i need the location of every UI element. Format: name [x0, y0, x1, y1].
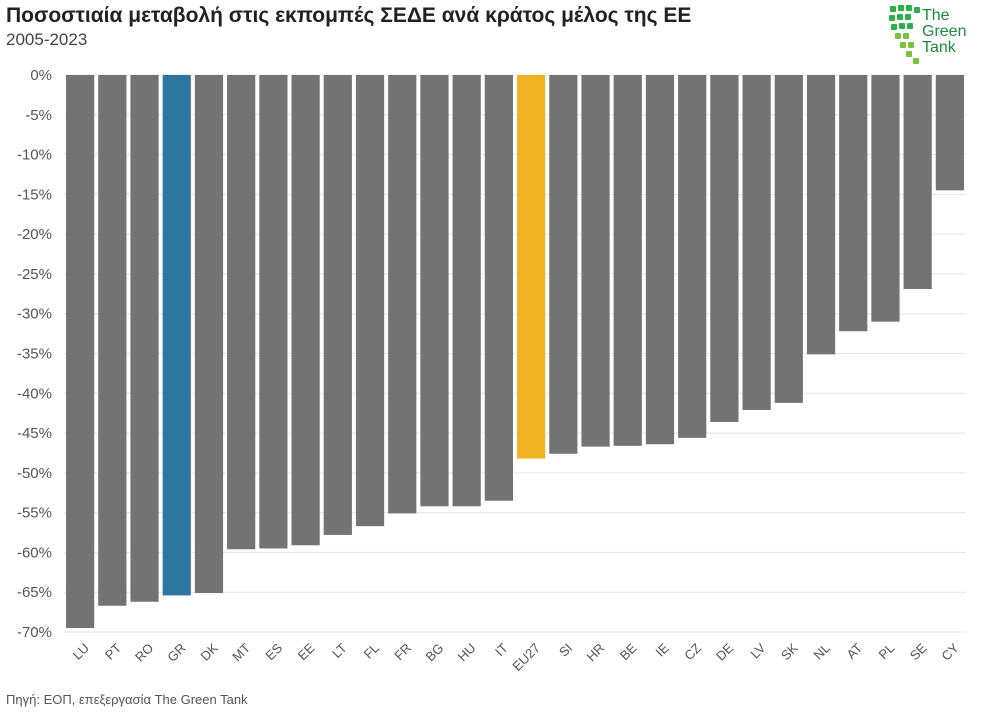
logo-wordmark: The Green Tank — [922, 8, 966, 56]
bar-ie — [645, 75, 675, 445]
y-tick-label: -55% — [17, 505, 52, 522]
x-tick-label-dk: DK — [197, 640, 221, 664]
bar-at — [839, 75, 868, 332]
x-tick-label-mt: MT — [229, 640, 253, 664]
x-tick-label-pl: PL — [876, 640, 898, 662]
x-tick-label-eu27: EU27 — [509, 640, 543, 674]
y-tick-label: -40% — [17, 385, 52, 402]
x-tick-label-se: SE — [907, 640, 930, 663]
y-tick-label: -10% — [17, 147, 52, 164]
bar-pl — [871, 75, 900, 322]
bar-fl — [355, 75, 385, 527]
y-tick-label: -30% — [17, 306, 52, 323]
bar-sk — [774, 75, 803, 403]
bar-lv — [742, 75, 771, 410]
logo-text-the: The — [922, 7, 950, 24]
x-tick-label-pt: PT — [102, 640, 124, 662]
x-tick-label-ee: EE — [295, 640, 318, 663]
y-axis: 0% -5% -10% -15% -20% -25% -30% -35% -40% -45% -50… — [17, 67, 52, 641]
bar-es — [259, 75, 288, 549]
x-tick-label-lv: LV — [747, 640, 768, 661]
x-tick-label-ie: IE — [653, 640, 673, 660]
bar-fr — [388, 75, 417, 514]
bar-de — [710, 75, 739, 422]
y-tick-label: -65% — [17, 584, 52, 601]
bar-chart: 0% -5% -10% -15% -20% -25% -30% -35% -40% -45% -50… — [17, 67, 966, 674]
bar-it — [484, 75, 513, 501]
x-tick-label-hu: HU — [455, 640, 479, 664]
chart-title: Ποσοστιαία μεταβολή στις εκπομπές ΣΕΔΕ α… — [6, 4, 692, 27]
x-tick-label-be: BE — [617, 640, 640, 663]
bar-ee — [291, 75, 320, 546]
y-tick-label: -25% — [17, 266, 52, 283]
x-tick-label-at: AT — [843, 640, 865, 662]
y-tick-label: -20% — [17, 226, 52, 243]
bar-bg — [420, 75, 449, 507]
y-tick-label: -15% — [17, 186, 52, 203]
bar-gr — [162, 75, 191, 596]
x-tick-label-cy: CY — [938, 640, 962, 664]
x-tick-label-fl: FL — [361, 640, 382, 661]
bar-lt — [323, 75, 352, 535]
bar-be — [613, 75, 642, 446]
x-tick-label-gr: GR — [164, 640, 188, 664]
y-tick-label: 0% — [30, 67, 52, 84]
bar-eu27 — [517, 75, 546, 459]
bar-pt — [98, 75, 127, 606]
y-tick-label: -70% — [17, 624, 52, 641]
bar-mt — [227, 75, 256, 550]
chart-subtitle: 2005-2023 — [6, 30, 88, 49]
bar-ro — [130, 75, 159, 602]
x-tick-label-es: ES — [262, 640, 285, 663]
x-tick-label-lt: LT — [329, 640, 350, 661]
x-tick-label-cz: CZ — [681, 640, 704, 663]
source-note: Πηγή: ΕΟΠ, επεξεργασία The Green Tank — [6, 692, 248, 707]
y-tick-label: -45% — [17, 425, 52, 442]
y-tick-label: -35% — [17, 346, 52, 363]
bar-cy — [935, 75, 964, 191]
logo-text-tank: Tank — [922, 39, 956, 56]
x-tick-label-fr: FR — [391, 640, 414, 663]
bar-lu — [66, 75, 95, 629]
x-tick-label-lu: LU — [70, 640, 92, 662]
bar-dk — [194, 75, 224, 594]
bar-si — [549, 75, 578, 454]
y-tick-label: -50% — [17, 465, 52, 482]
bar-se — [903, 75, 932, 290]
x-tick-label-hr: HR — [584, 640, 608, 664]
bar-hu — [452, 75, 481, 507]
green-tank-logo: The Green Tank — [888, 2, 980, 68]
x-tick-label-si: SI — [556, 640, 575, 659]
bars — [66, 75, 964, 629]
x-tick-label-nl: NL — [811, 640, 833, 662]
bar-cz — [678, 75, 707, 438]
x-tick-label-sk: SK — [778, 640, 801, 663]
leaf-icon — [889, 5, 920, 64]
x-tick-label-bg: BG — [422, 640, 446, 664]
y-tick-label: -60% — [17, 544, 52, 561]
x-tick-label-it: IT — [492, 640, 511, 659]
x-tick-label-ro: RO — [132, 640, 156, 664]
x-tick-label-de: DE — [713, 640, 737, 664]
y-tick-label: -5% — [25, 107, 52, 124]
bar-hr — [581, 75, 610, 447]
bar-nl — [806, 75, 836, 355]
logo-text-green: Green — [922, 23, 967, 40]
